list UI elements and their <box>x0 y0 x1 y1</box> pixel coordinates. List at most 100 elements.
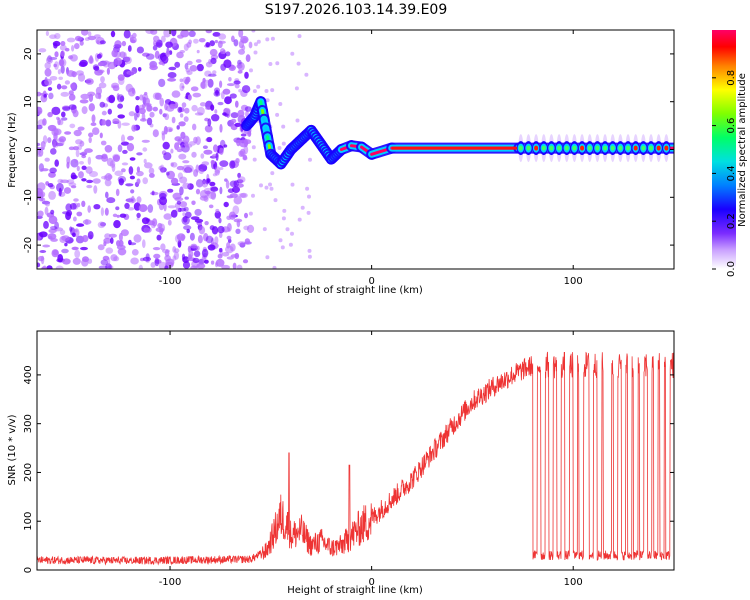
noise-blob <box>270 36 275 41</box>
noise-blob <box>219 167 224 170</box>
colorbar-label: Normalized spectral amplitude <box>737 73 748 227</box>
noise-blob <box>273 198 278 203</box>
noise-blob <box>227 83 235 87</box>
noise-blob <box>290 231 294 236</box>
noise-blob <box>174 142 180 151</box>
noise-blob <box>61 111 66 118</box>
noise-blob <box>259 183 263 188</box>
noise-blob <box>70 158 79 168</box>
noise-blob <box>193 250 201 258</box>
noise-blob <box>233 196 243 205</box>
noise-blob <box>219 186 223 195</box>
noise-blob <box>168 66 177 71</box>
noise-blob <box>197 235 203 244</box>
noise-blob <box>145 53 155 60</box>
noise-blob <box>107 174 113 180</box>
noise-blob <box>296 61 301 66</box>
noise-blob <box>184 63 189 70</box>
noise-blob <box>116 244 126 250</box>
noise-blob <box>93 66 100 71</box>
noise-blob <box>204 79 211 83</box>
colorbar-gradient <box>712 30 736 269</box>
noise-blob <box>117 103 123 109</box>
noise-blob <box>226 235 232 240</box>
noise-blob <box>171 116 176 124</box>
noise-blob <box>53 63 57 68</box>
noise-blob <box>81 165 87 170</box>
noise-blob <box>205 178 210 185</box>
noise-blob <box>159 164 165 174</box>
colorbar-tick-label: 0.0 <box>726 261 737 277</box>
noise-blob <box>51 106 61 116</box>
noise-blob <box>208 204 214 209</box>
noise-blob <box>307 254 312 259</box>
noise-blob <box>90 122 97 126</box>
noise-blob <box>38 48 47 53</box>
noise-blob <box>230 64 235 70</box>
noise-blob <box>183 225 192 231</box>
noise-blob <box>98 265 108 269</box>
noise-blob <box>57 69 62 75</box>
noise-blob <box>237 109 245 118</box>
noise-blob <box>39 191 46 198</box>
noise-blob <box>214 39 218 44</box>
noise-blob <box>213 144 218 153</box>
intermittent-tone-pulse <box>647 134 656 163</box>
noise-blob <box>128 111 136 117</box>
colorbar-tick-label: 0.6 <box>726 118 737 134</box>
noise-blob <box>170 177 179 185</box>
noise-blob <box>282 208 287 213</box>
noise-blob <box>37 182 46 191</box>
noise-blob <box>209 181 216 187</box>
noise-blob <box>152 129 159 138</box>
noise-blob <box>235 100 239 108</box>
noise-blob <box>275 61 280 66</box>
noise-blob <box>88 56 94 64</box>
noise-blob <box>68 104 77 110</box>
noise-blob <box>70 185 77 189</box>
noise-blob <box>46 56 53 64</box>
noise-blob <box>61 235 70 242</box>
noise-blob <box>184 78 190 85</box>
noise-blob <box>131 249 139 256</box>
noise-blob <box>47 137 52 144</box>
noise-blob <box>74 159 78 164</box>
noise-blob <box>112 154 120 162</box>
noise-blob <box>251 193 255 198</box>
noise-blob <box>174 136 182 142</box>
colorbar-tick-label: 0.4 <box>726 165 737 181</box>
noise-blob <box>76 211 83 217</box>
noise-blob <box>186 228 190 234</box>
y-tick-label: -20 <box>23 237 34 253</box>
y-tick-label: 100 <box>23 512 34 531</box>
noise-blob <box>201 161 210 166</box>
noise-blob <box>265 37 270 42</box>
noise-blob <box>114 40 122 49</box>
noise-blob <box>98 82 107 89</box>
noise-blob <box>227 222 232 232</box>
noise-blob <box>37 262 41 268</box>
noise-blob <box>118 178 125 186</box>
noise-blob <box>85 78 94 85</box>
noise-blob <box>190 243 198 249</box>
noise-blob <box>127 197 137 204</box>
noise-blob <box>244 238 251 245</box>
noise-blob <box>129 157 136 161</box>
noise-blob <box>131 124 137 132</box>
noise-blob <box>192 257 200 264</box>
noise-blob <box>215 258 225 267</box>
noise-blob <box>232 186 240 194</box>
noise-blob <box>242 156 248 161</box>
noise-blob <box>159 97 164 107</box>
y-tick-label: 400 <box>23 365 34 384</box>
noise-blob <box>248 41 253 49</box>
noise-blob <box>217 101 224 106</box>
noise-blob <box>244 106 252 112</box>
noise-blob <box>149 111 155 118</box>
noise-blob <box>61 248 69 254</box>
noise-blob <box>68 182 77 187</box>
noise-blob <box>195 188 201 195</box>
noise-blob <box>191 104 198 112</box>
noise-blob <box>179 78 184 83</box>
noise-blob <box>288 242 293 247</box>
